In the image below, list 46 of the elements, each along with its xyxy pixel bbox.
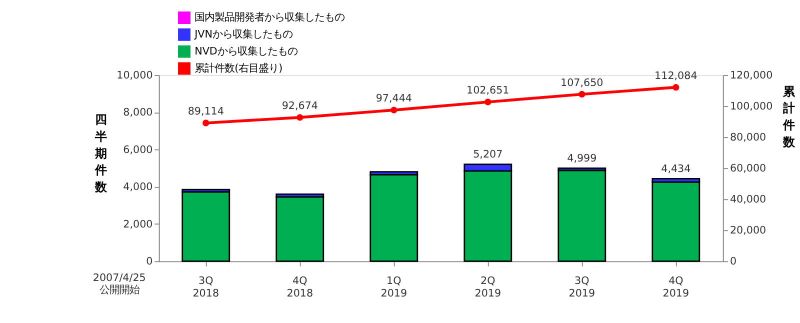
point <box>390 106 398 114</box>
x-tick-label: 1Q 2019 <box>380 275 408 300</box>
y-tick-label: 6,000 <box>123 144 153 156</box>
bar <box>558 170 606 262</box>
x-tick-label: 2Q 2019 <box>474 275 502 300</box>
point <box>202 120 210 126</box>
data-label: 97,444 <box>376 92 412 105</box>
data-label: 102,651 <box>466 84 510 97</box>
y2-tick-label: 100,000 <box>730 100 773 112</box>
y-tick-label: 10,000 <box>116 69 153 82</box>
y2-axis-title: 累計件数 <box>782 84 796 150</box>
y2-tick-label: 0 <box>730 255 737 268</box>
legend-label: NVDから収集したもの <box>194 45 298 58</box>
text: 2007/4/25 公開開始 <box>92 272 146 296</box>
bar <box>652 181 700 262</box>
x-tick-label: 3Q 2018 <box>192 275 220 300</box>
bar <box>276 196 324 262</box>
y-tick-label: 0 <box>146 255 153 268</box>
x-tick-label: 4Q 2018 <box>286 275 314 300</box>
y-tick-label: 4,000 <box>123 181 153 194</box>
point <box>578 90 586 98</box>
legend-label: JVNから収集したもの <box>194 28 292 40</box>
total-label: 5,207 <box>473 148 503 161</box>
total-label: 4,999 <box>567 152 597 165</box>
y-tick-label: 8,000 <box>123 106 153 119</box>
y-tick-label: 2,000 <box>123 218 153 230</box>
point <box>296 114 304 121</box>
data-label: 89,114 <box>188 106 224 118</box>
point <box>672 84 680 91</box>
y2-tick-label: 60,000 <box>730 162 766 174</box>
y2-tick-label: 20,000 <box>730 224 766 236</box>
y2-tick-label: 40,000 <box>730 193 766 206</box>
data-label: 107,650 <box>560 76 604 89</box>
total-label: 4,434 <box>661 163 691 176</box>
data-label: 92,674 <box>282 100 318 112</box>
y2-tick-label: 80,000 <box>730 131 766 144</box>
bar <box>370 174 418 262</box>
data-label: 112,084 <box>654 70 698 82</box>
legend-label: 累計件数(右目盛り) <box>194 62 283 74</box>
y-axis-title: 四半期件数 <box>94 112 108 194</box>
x-tick-label: 4Q 2019 <box>662 275 690 300</box>
legend-label: 国内製品開発者から収集したもの <box>194 12 345 24</box>
x-tick-label: 3Q 2019 <box>568 275 596 300</box>
y2-tick-label: 120,000 <box>730 69 773 82</box>
point <box>484 98 492 106</box>
bar <box>182 191 230 262</box>
